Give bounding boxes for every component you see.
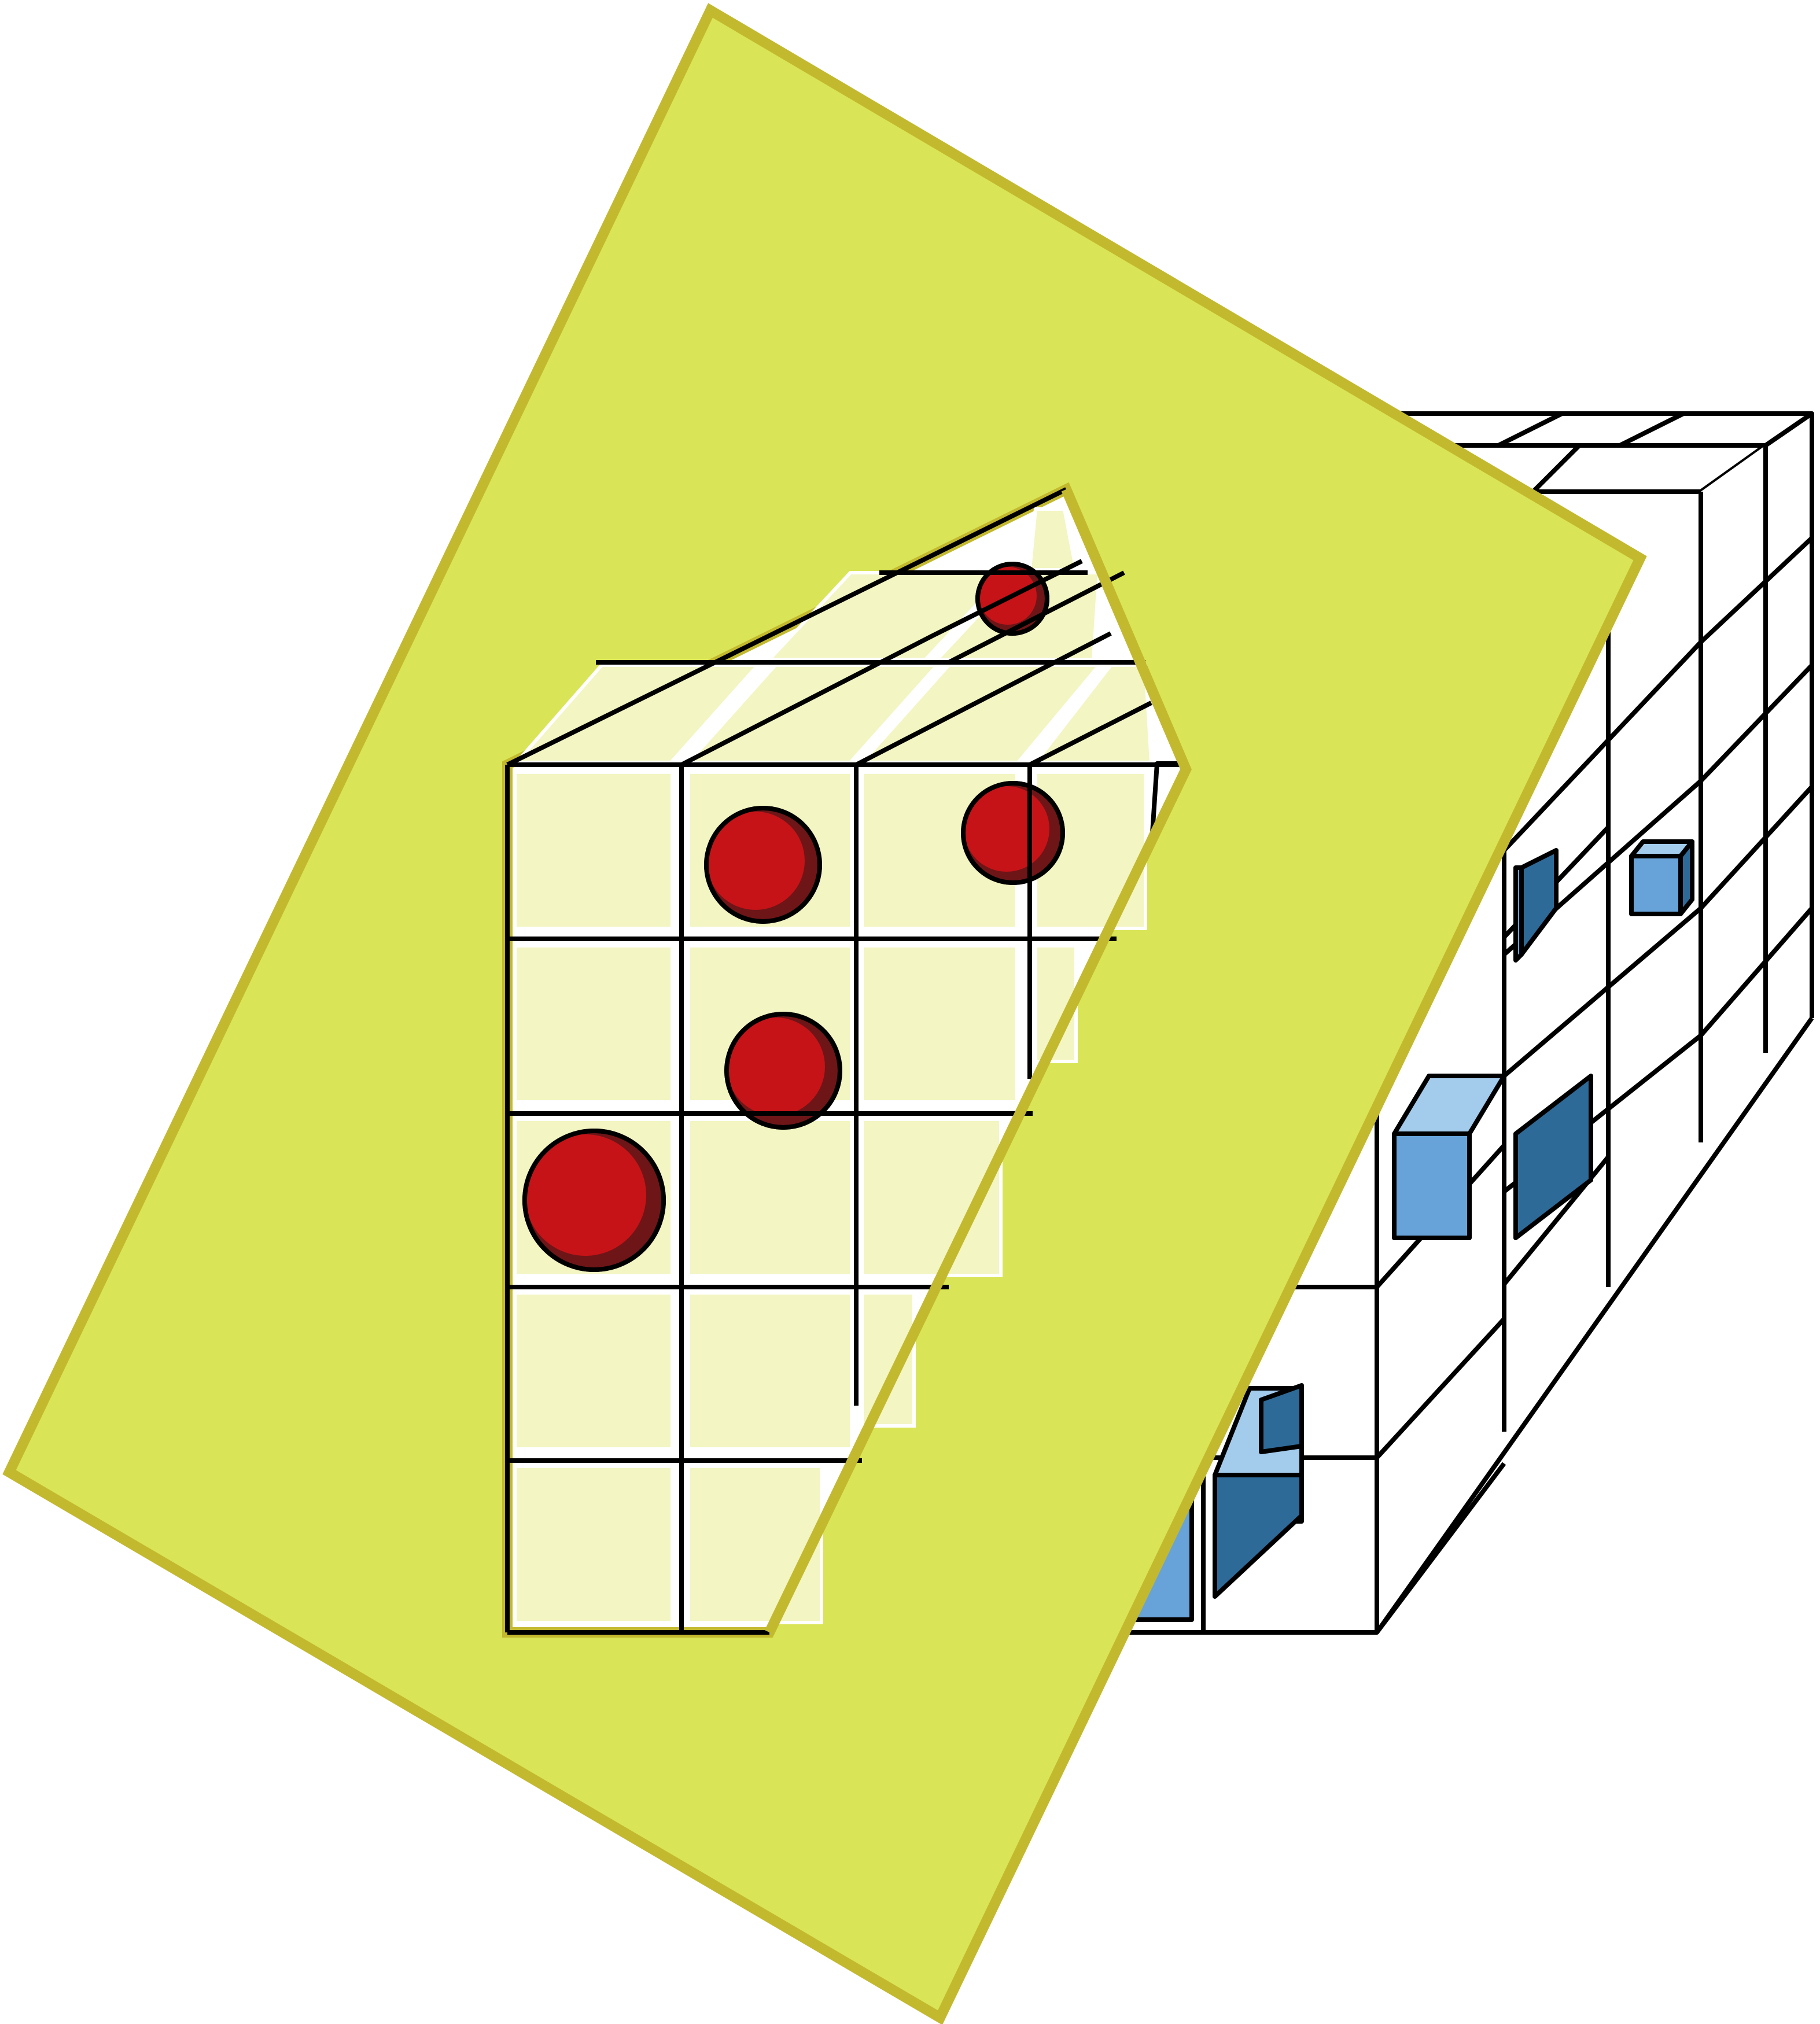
cutout-edge [764, 487, 1192, 1635]
cube-voxel [1392, 1074, 1593, 1240]
slice-grid-lines [505, 487, 1186, 1635]
sphere-voxel [704, 806, 822, 924]
sphere-voxels [522, 562, 1065, 1272]
cube-voxel [1629, 839, 1694, 916]
sphere-voxel [522, 1129, 666, 1272]
cube-voxel [1513, 848, 1559, 963]
sphere-voxel [724, 1012, 842, 1130]
sphere-voxel [961, 781, 1065, 885]
sphere-voxel [975, 562, 1049, 636]
